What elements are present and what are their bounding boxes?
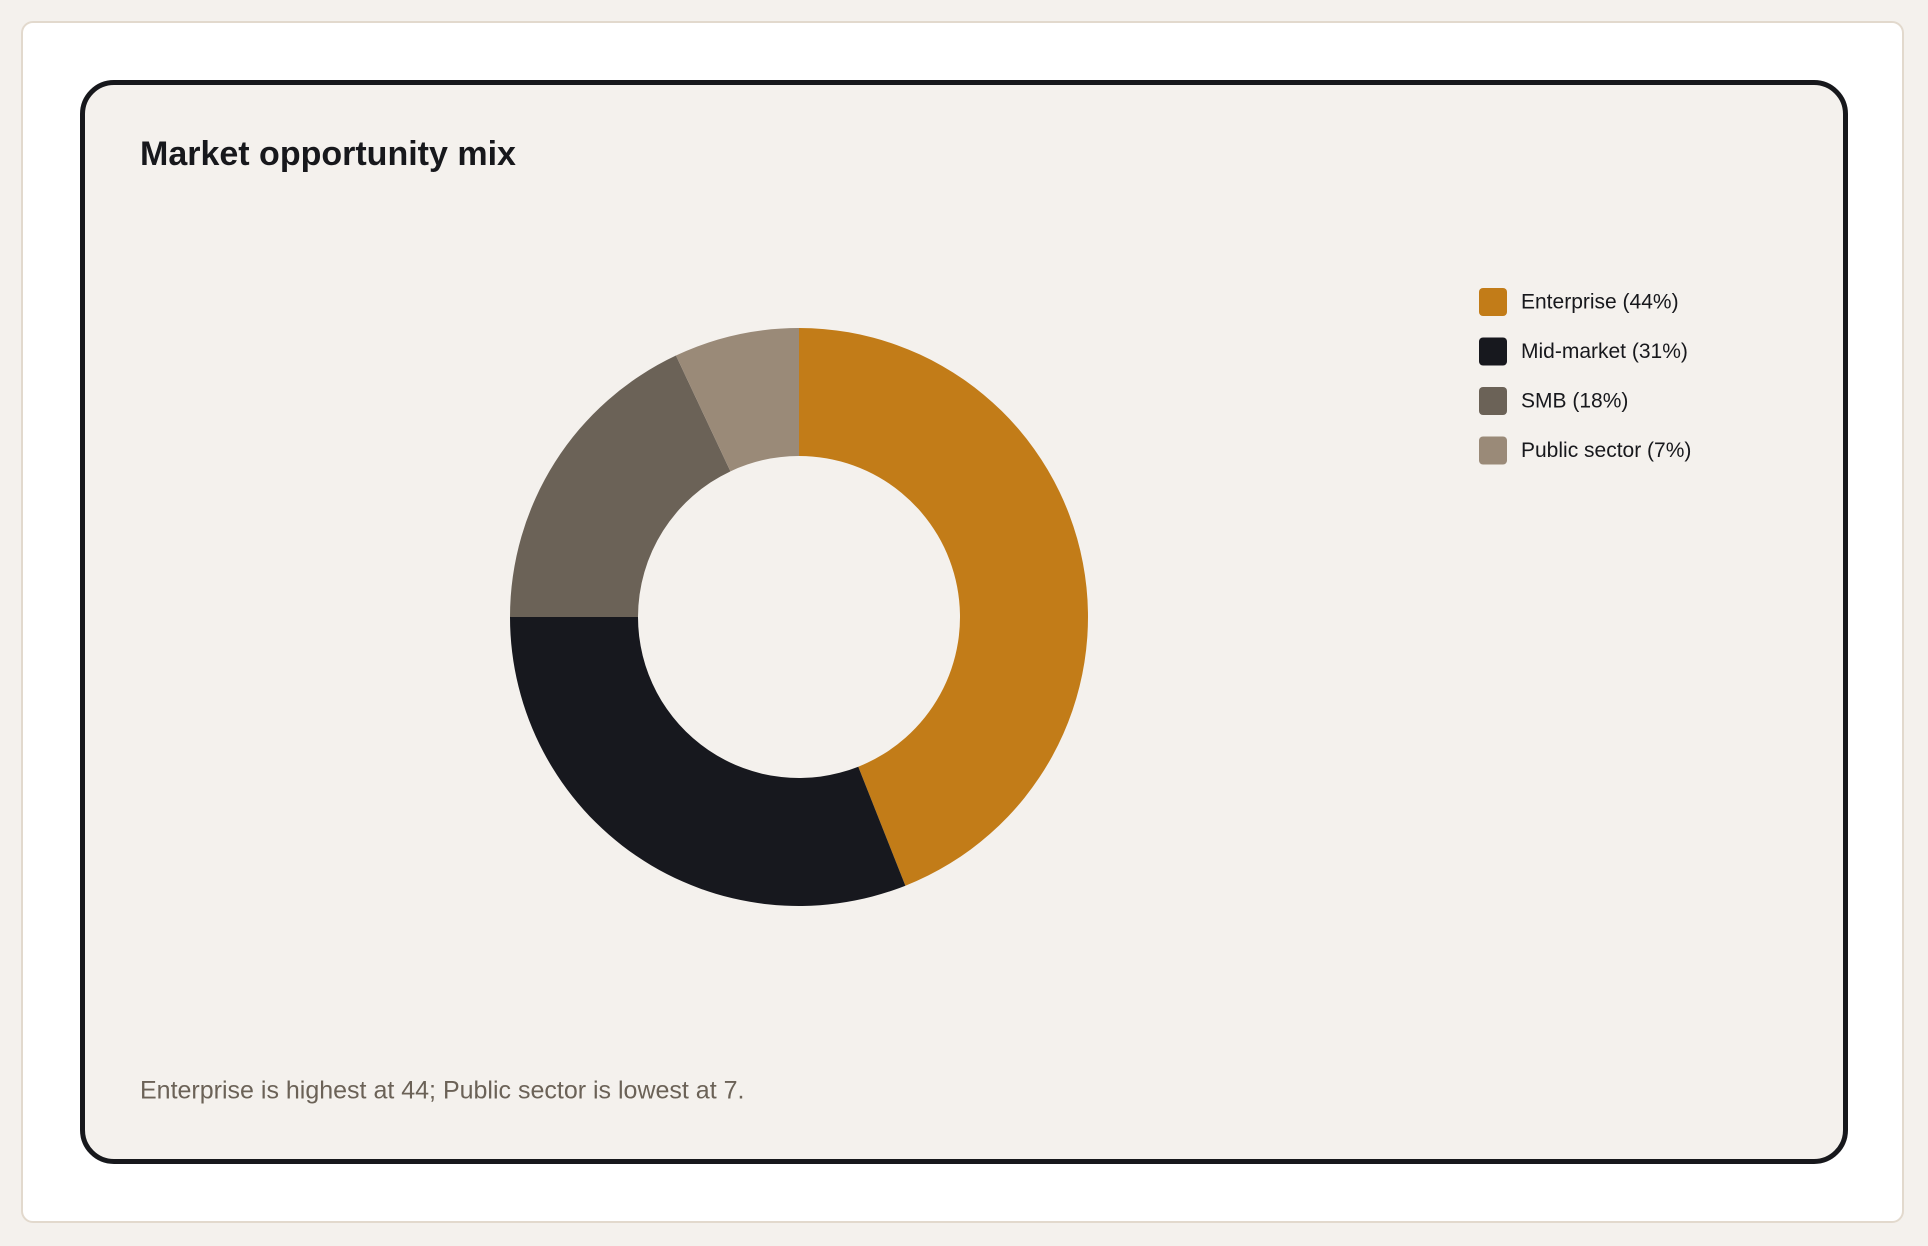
chart-title: Market opportunity mix bbox=[140, 135, 516, 173]
legend-label: SMB (18%) bbox=[1521, 390, 1628, 413]
legend-swatch bbox=[1479, 337, 1507, 366]
legend-swatch bbox=[1479, 387, 1507, 415]
legend-label: Enterprise (44%) bbox=[1521, 291, 1679, 314]
legend-swatch bbox=[1479, 288, 1507, 316]
legend-label: Public sector (7%) bbox=[1521, 439, 1691, 462]
donut-slice bbox=[510, 355, 731, 617]
legend-swatch bbox=[1479, 436, 1507, 465]
annotation: Enterprise is highest at 44; Public sect… bbox=[140, 1077, 744, 1105]
donut-slice bbox=[675, 328, 799, 472]
donut-slice bbox=[799, 328, 1089, 886]
donut-slice bbox=[510, 617, 906, 907]
legend-label: Mid-market (31%) bbox=[1521, 340, 1688, 363]
